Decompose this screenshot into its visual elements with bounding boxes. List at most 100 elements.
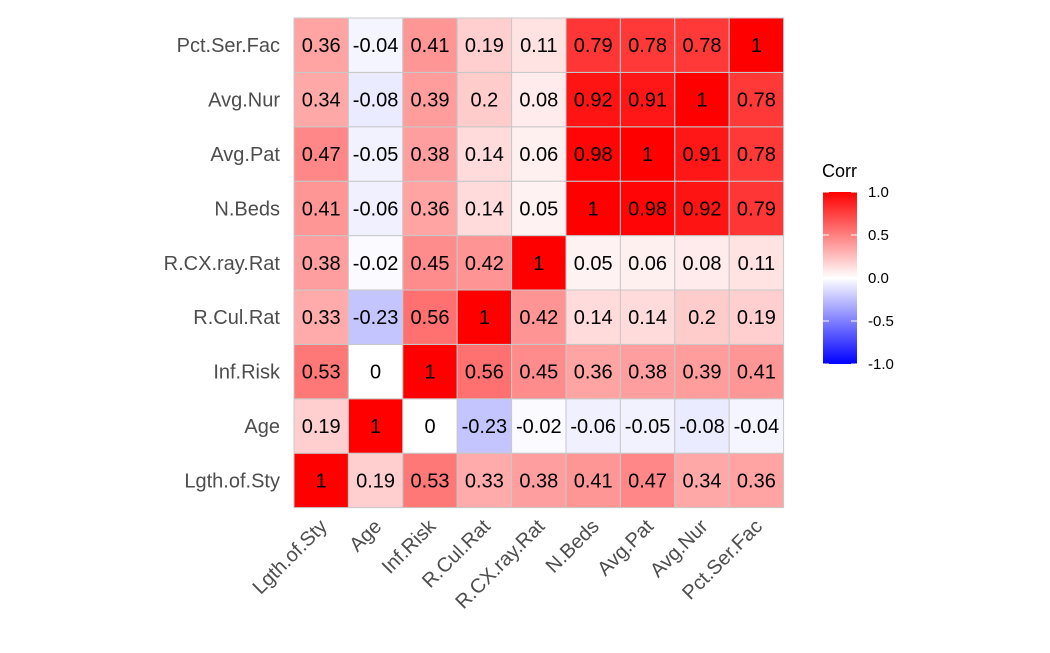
heatmap-cell [728,235,785,291]
cell-value-label: 0.42 [465,253,504,275]
heatmap-cell [619,126,676,182]
cell-value-label: 0.06 [519,144,558,166]
heatmap-cell [347,235,404,291]
heatmap-cell [565,126,621,182]
y-axis-tick-label: Inf.Risk [213,362,281,384]
cell-value-label: -0.02 [353,253,399,275]
heatmap-cell [511,235,567,291]
heatmap-cell [456,398,513,454]
cell-value-label: 0.14 [465,144,504,166]
cell-value-label: 0.36 [411,198,450,220]
cell-value-label: 0.47 [302,144,341,166]
heatmap-cell [674,452,730,509]
x-axis-tick-label: Age [345,516,386,557]
y-axis-tick-label: Avg.Pat [210,144,280,166]
cell-value-label: 0.78 [683,35,722,57]
cell-value-label: 0.14 [628,307,667,329]
legend-title: Corr [822,161,857,181]
heatmap-cell [728,398,785,454]
cell-value-label: -0.23 [462,416,508,438]
legend-tick-label: -1.0 [868,356,894,373]
heatmap-cell [456,235,513,291]
heatmap-cell [347,343,404,400]
heatmap-cell [565,17,621,73]
cell-value-label: -0.08 [353,90,399,112]
cell-value-label: 0.41 [574,470,613,492]
cell-value-label: 0.41 [411,35,450,57]
x-axis-tick-label: N.Beds [542,516,604,578]
cell-value-label: 0.78 [628,35,667,57]
cell-value-label: 0.39 [683,362,722,384]
heatmap-cell [456,180,513,237]
cell-value-label: 0.79 [737,198,776,220]
heatmap-cell [511,452,567,509]
legend-tick-label: -0.5 [868,313,894,330]
cell-value-label: 0.06 [628,253,667,275]
cell-value-label: 0.41 [302,198,341,220]
heatmap-cell [511,180,567,237]
y-axis-tick-label: Pct.Ser.Fac [177,35,280,57]
cell-value-label: 0.11 [520,35,557,57]
heatmap-cell [565,235,621,291]
y-axis-tick-label: R.CX.ray.Rat [164,253,281,275]
heatmap-cell [674,180,730,237]
heatmap-cell [674,289,730,345]
heatmap-cell [565,452,621,509]
cell-value-label: 0.19 [356,470,395,492]
heatmap-cell [619,343,676,400]
heatmap-cell [728,343,785,400]
heatmap-cell [293,398,349,454]
legend-tick-label: 0.0 [868,270,889,287]
cell-value-label: 0.36 [737,470,776,492]
cell-value-label: 0.34 [302,90,341,112]
heatmap-cell [347,180,404,237]
y-axis-tick-labels: Lgth.of.Sty Age Inf.Risk R.Cul.Rat R.CX.ray.… [164,35,281,492]
cell-value-label: 0.53 [302,362,341,384]
legend-tick-label: 1.0 [868,184,889,201]
y-axis-tick-label: R.Cul.Rat [193,307,280,329]
cell-value-label: 0.33 [302,307,341,329]
cell-value-label: 0.05 [574,253,613,275]
heatmap-cell [402,126,458,182]
cell-value-label: 1 [370,416,381,438]
cell-value-label: 0.42 [519,307,558,329]
cell-value-label: 0.38 [302,253,341,275]
cell-value-label: -0.08 [679,416,725,438]
heatmap-cell [293,452,349,509]
cell-value-label: 0.98 [628,198,667,220]
cell-value-label: -0.05 [625,416,671,438]
heatmap-cell [728,17,785,73]
heatmap-cell [728,126,785,182]
heatmap-cell [674,398,730,454]
cell-value-label: 0.11 [738,253,775,275]
cell-value-label: -0.04 [734,416,780,438]
cell-value-label: 0.19 [737,307,776,329]
cell-value-label: 0.38 [411,144,450,166]
cell-value-label: 0.36 [302,35,341,57]
heatmap-cell [293,343,349,400]
heatmap-cell [347,289,404,345]
cell-value-label: 0.98 [574,144,613,166]
cell-value-label: 0.78 [737,144,776,166]
heatmap-cell [619,452,676,509]
cell-value-label: 0.92 [683,198,722,220]
heatmap-cell [402,398,458,454]
heatmap-cell [402,343,458,400]
cell-value-labels: 1 0.19 0.53 0.33 0.38 0.41 0.47 0.34 0.36 0.19 1 0 -… [302,35,779,492]
heatmap-cell [511,17,567,73]
heatmap-cell [347,17,404,73]
cell-value-label: 0.91 [628,90,667,112]
heatmap-cell [293,126,349,182]
cell-value-label: -0.06 [570,416,616,438]
cell-value-label: -0.04 [353,35,399,57]
heatmap-cell [619,289,676,345]
cell-value-label: 1 [588,198,599,220]
cell-value-label: 0.91 [683,144,722,166]
heatmap-cell [293,17,349,73]
cell-value-label: 0.92 [574,90,613,112]
heatmap-cell [511,126,567,182]
cell-value-label: 0.53 [411,470,450,492]
cell-value-label: 0 [370,362,381,384]
